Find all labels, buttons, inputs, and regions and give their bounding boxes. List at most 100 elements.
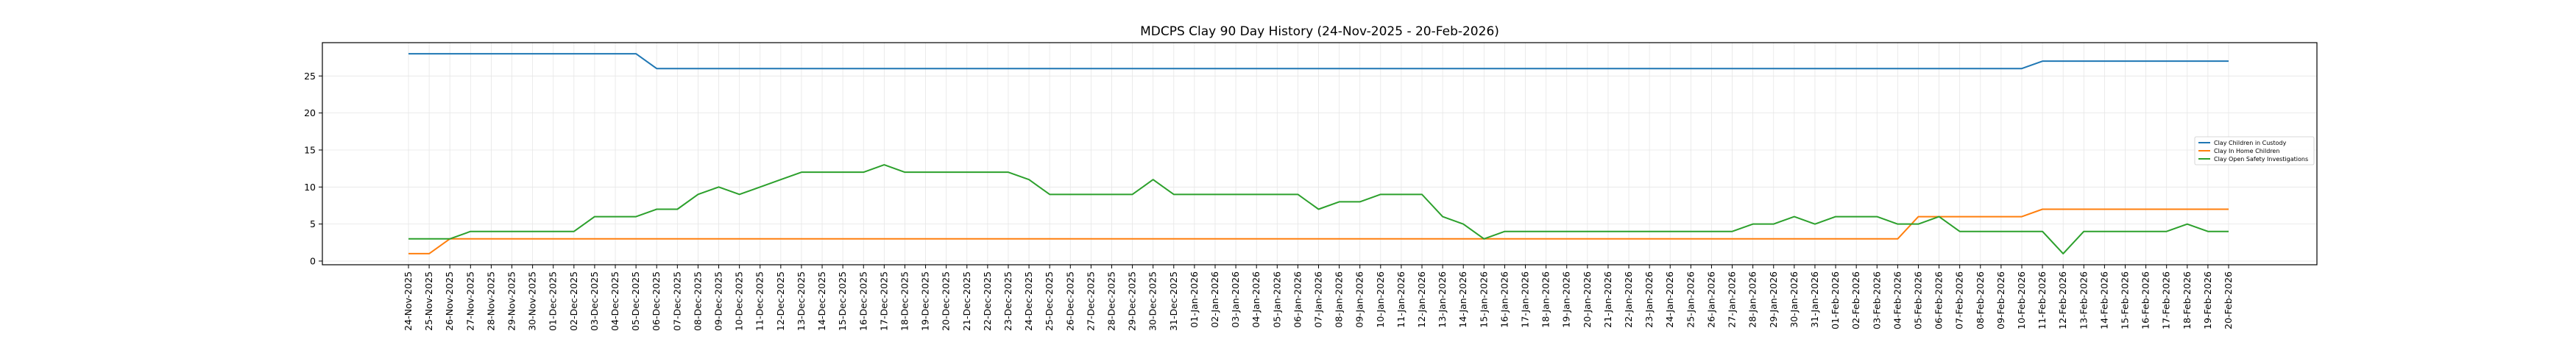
x-tick-label: 29-Dec-2025 [1127, 271, 1138, 331]
x-tick-label: 11-Feb-2026 [2037, 271, 2048, 329]
plot-area-frame [322, 42, 2318, 265]
x-tick-label: 21-Dec-2025 [961, 271, 972, 331]
x-tick-label: 23-Jan-2026 [1643, 271, 1655, 328]
legend-box [2194, 136, 2315, 165]
y-tick-label: 25 [304, 71, 316, 82]
x-tick-label: 31-Dec-2025 [1168, 271, 1179, 331]
legend-label-2: Clay Open Safety Investigations [2214, 156, 2308, 163]
x-tick-label: 23-Dec-2025 [1002, 271, 1013, 331]
x-tick-label: 25-Nov-2025 [423, 271, 434, 331]
x-tick-label: 24-Dec-2025 [1023, 271, 1034, 331]
y-tick-label: 5 [310, 218, 316, 229]
x-tick-label: 07-Dec-2025 [671, 271, 682, 331]
x-tick-label: 04-Feb-2026 [1892, 271, 1903, 329]
x-tick-label: 25-Jan-2026 [1685, 271, 1696, 328]
x-tick-label: 17-Feb-2026 [2161, 271, 2172, 329]
x-tick-label: 30-Nov-2025 [527, 271, 538, 331]
legend: Clay Children in Custody Clay In Home Chi… [2194, 136, 2315, 165]
grid-lines [322, 43, 2317, 265]
x-tick-label: 15-Dec-2025 [837, 271, 848, 331]
x-tick-label: 29-Nov-2025 [506, 271, 517, 331]
x-tick-label: 20-Jan-2026 [1582, 271, 1593, 328]
x-tick-label: 02-Feb-2026 [1850, 271, 1861, 329]
x-tick-label: 26-Dec-2025 [1064, 271, 1075, 331]
x-tick-label: 08-Feb-2026 [1975, 271, 1986, 329]
x-tick-label: 21-Jan-2026 [1602, 271, 1613, 328]
x-tick-label: 10-Jan-2026 [1375, 271, 1386, 328]
x-tick-label: 07-Feb-2026 [1954, 271, 1965, 329]
legend-label-1: Clay In Home Children [2214, 148, 2279, 154]
x-tick-label: 19-Feb-2026 [2202, 271, 2213, 329]
x-tick-label: 14-Feb-2026 [2098, 271, 2109, 329]
x-tick-label: 14-Dec-2025 [816, 271, 827, 331]
x-tick-label: 27-Dec-2025 [1085, 271, 1096, 331]
x-tick-label: 13-Jan-2026 [1437, 271, 1448, 328]
series-line-1 [408, 208, 2229, 254]
y-tick-label: 15 [304, 144, 316, 155]
x-tick-label: 07-Jan-2026 [1313, 271, 1324, 328]
y-axis: 0 5 10 15 20 25 [304, 71, 322, 266]
x-tick-label: 13-Dec-2025 [796, 271, 807, 331]
x-tick-label: 30-Dec-2025 [1147, 271, 1158, 331]
x-tick-label: 18-Dec-2025 [899, 271, 910, 331]
x-tick-label: 29-Jan-2026 [1768, 271, 1779, 328]
series-line-0 [408, 53, 2229, 70]
x-tick-label: 28-Dec-2025 [1105, 271, 1117, 331]
x-tick-label: 05-Feb-2026 [1912, 271, 1923, 329]
x-tick-label: 11-Dec-2025 [754, 271, 765, 331]
x-tick-label: 26-Jan-2026 [1705, 271, 1716, 328]
x-tick-label: 13-Feb-2026 [2078, 271, 2089, 329]
x-tick-label: 24-Jan-2026 [1664, 271, 1675, 328]
x-tick-label: 02-Jan-2026 [1209, 271, 1220, 328]
series-line-2 [408, 164, 2229, 254]
x-tick-label: 12-Dec-2025 [775, 271, 786, 331]
x-tick-label: 03-Dec-2025 [589, 271, 600, 331]
chart-title: MDCPS Clay 90 Day History (24-Nov-2025 -… [1140, 24, 1499, 39]
x-tick-label: 16-Dec-2025 [857, 271, 868, 331]
x-tick-label: 06-Feb-2026 [1933, 271, 1945, 329]
x-tick-label: 01-Dec-2025 [548, 271, 559, 331]
x-tick-label: 18-Feb-2026 [2182, 271, 2193, 329]
x-tick-label: 25-Dec-2025 [1044, 271, 1055, 331]
x-tick-label: 24-Nov-2025 [403, 271, 414, 331]
x-tick-label: 08-Jan-2026 [1334, 271, 1345, 328]
x-tick-label: 20-Feb-2026 [2223, 271, 2234, 329]
x-tick-label: 26-Nov-2025 [444, 271, 455, 331]
x-tick-label: 09-Dec-2025 [713, 271, 724, 331]
x-tick-label: 17-Dec-2025 [878, 271, 889, 331]
x-tick-label: 22-Dec-2025 [982, 271, 993, 331]
y-tick-label: 0 [310, 255, 316, 266]
x-tick-label: 04-Jan-2026 [1250, 271, 1262, 328]
x-tick-label: 19-Dec-2025 [920, 271, 931, 331]
x-tick-label: 05-Jan-2026 [1271, 271, 1282, 328]
x-tick-label: 06-Jan-2026 [1292, 271, 1303, 328]
x-tick-label: 17-Jan-2026 [1520, 271, 1531, 328]
x-tick-label: 01-Feb-2026 [1830, 271, 1841, 329]
x-tick-label: 28-Nov-2025 [485, 271, 496, 331]
x-tick-label: 16-Feb-2026 [2140, 271, 2151, 329]
x-tick-label: 10-Feb-2026 [2016, 271, 2027, 329]
x-tick-label: 01-Jan-2026 [1189, 271, 1200, 328]
x-tick-label: 02-Dec-2025 [568, 271, 579, 331]
x-tick-label: 05-Dec-2025 [630, 271, 641, 331]
x-tick-label: 14-Jan-2026 [1457, 271, 1468, 328]
x-tick-label: 15-Jan-2026 [1478, 271, 1489, 328]
x-tick-label: 22-Jan-2026 [1623, 271, 1634, 328]
x-tick-label: 16-Jan-2026 [1498, 271, 1510, 328]
x-tick-label: 10-Dec-2025 [734, 271, 745, 331]
y-tick-label: 20 [304, 107, 316, 118]
x-tick-label: 20-Dec-2025 [941, 271, 952, 331]
x-tick-label: 12-Jan-2026 [1416, 271, 1427, 328]
x-tick-label: 03-Jan-2026 [1230, 271, 1241, 328]
legend-label-0: Clay Children in Custody [2214, 140, 2287, 146]
x-tick-label: 19-Jan-2026 [1561, 271, 1572, 328]
x-tick-label: 08-Dec-2025 [692, 271, 703, 331]
x-tick-label: 04-Dec-2025 [609, 271, 620, 331]
x-tick-label: 18-Jan-2026 [1540, 271, 1551, 328]
x-tick-label: 03-Feb-2026 [1871, 271, 1882, 329]
x-tick-label: 30-Jan-2026 [1788, 271, 1800, 328]
x-tick-label: 28-Jan-2026 [1747, 271, 1758, 328]
x-tick-label: 27-Jan-2026 [1727, 271, 1738, 328]
x-tick-label: 27-Nov-2025 [464, 271, 475, 331]
